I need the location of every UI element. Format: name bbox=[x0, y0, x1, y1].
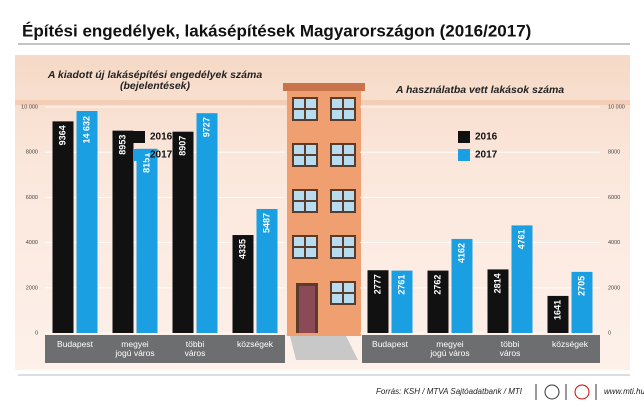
bar bbox=[76, 111, 98, 333]
legend-swatch bbox=[133, 131, 145, 143]
y-tick-label: 0 bbox=[35, 330, 38, 336]
x-tick-label: megyei jogú város bbox=[430, 339, 470, 358]
legend-label: 2017 bbox=[475, 150, 498, 161]
logos bbox=[535, 384, 597, 400]
bars bbox=[52, 111, 278, 333]
bar bbox=[112, 130, 134, 333]
y-tick-label: 0 bbox=[608, 330, 611, 336]
legend-swatch bbox=[458, 131, 470, 143]
bar bbox=[136, 148, 158, 333]
y-tick-label: 2000 bbox=[608, 285, 620, 291]
y-tick-label: 6000 bbox=[608, 195, 620, 201]
value-label: 8953 bbox=[117, 135, 127, 155]
bar bbox=[547, 295, 569, 333]
value-label: 9364 bbox=[57, 125, 67, 145]
bar bbox=[367, 270, 389, 333]
bar bbox=[427, 270, 449, 333]
bar bbox=[511, 225, 533, 333]
value-label: 9727 bbox=[201, 117, 211, 137]
y-tick-label: 8000 bbox=[608, 150, 620, 156]
value-label: 14 632 bbox=[81, 116, 91, 144]
value-label: 1641 bbox=[552, 300, 562, 320]
y-tick-label: 10 000 bbox=[21, 104, 38, 110]
bar bbox=[487, 269, 509, 333]
value-label: 8907 bbox=[177, 136, 187, 156]
bar bbox=[256, 208, 278, 333]
value-label: 2761 bbox=[396, 275, 406, 295]
y-tick-label: 10 000 bbox=[608, 104, 625, 110]
subtitle: A kiadott új lakásépítési engedélyek szá… bbox=[47, 69, 263, 93]
x-tick-label: megyei jogú város bbox=[115, 339, 155, 358]
bars bbox=[367, 225, 593, 333]
category-strip bbox=[362, 335, 600, 363]
legend-label: 2016 bbox=[150, 132, 173, 143]
y-tick-label: 4000 bbox=[26, 240, 38, 246]
legend-swatch bbox=[133, 149, 145, 161]
legend-label: 2017 bbox=[150, 150, 173, 161]
bar bbox=[232, 235, 254, 333]
x-tick-label: többi város bbox=[184, 339, 206, 358]
bar bbox=[172, 131, 194, 333]
y-tick-label: 6000 bbox=[26, 195, 38, 201]
value-label: 4162 bbox=[456, 243, 466, 263]
y-tick-label: 4000 bbox=[608, 240, 620, 246]
bar bbox=[52, 121, 74, 333]
x-tick-label: községek bbox=[237, 339, 273, 349]
value-label: 4335 bbox=[237, 239, 247, 259]
bar bbox=[451, 238, 473, 333]
bar bbox=[571, 271, 593, 333]
bar bbox=[196, 113, 218, 333]
source: Forrás: KSH / MTVA Sajtóadatbank / MTI bbox=[376, 387, 523, 396]
y-tick-label: 8000 bbox=[26, 150, 38, 156]
value-label: 2777 bbox=[372, 274, 382, 294]
x-tick-label: községek bbox=[552, 339, 588, 349]
value-label: 2814 bbox=[492, 273, 502, 293]
value-label: 2762 bbox=[432, 275, 442, 295]
x-tick-label: többi város bbox=[499, 339, 521, 358]
category-strip bbox=[45, 335, 285, 363]
building bbox=[283, 83, 365, 360]
x-tick-label: Budapest bbox=[57, 339, 93, 349]
x-tick-label: Budapest bbox=[372, 339, 408, 349]
url: www.mti.hu bbox=[604, 387, 644, 396]
value-label: 2705 bbox=[576, 276, 586, 296]
value-label: 8151 bbox=[141, 153, 151, 173]
legend-label: 2016 bbox=[475, 132, 498, 143]
title: Építési engedélyek, lakásépítések Magyar… bbox=[22, 21, 531, 40]
legend-swatch bbox=[458, 149, 470, 161]
bar bbox=[391, 270, 413, 333]
y-tick-label: 2000 bbox=[26, 285, 38, 291]
value-label: 4761 bbox=[516, 229, 526, 249]
subtitle: A használatba vett lakások száma bbox=[395, 84, 565, 96]
value-label: 5487 bbox=[261, 213, 271, 233]
